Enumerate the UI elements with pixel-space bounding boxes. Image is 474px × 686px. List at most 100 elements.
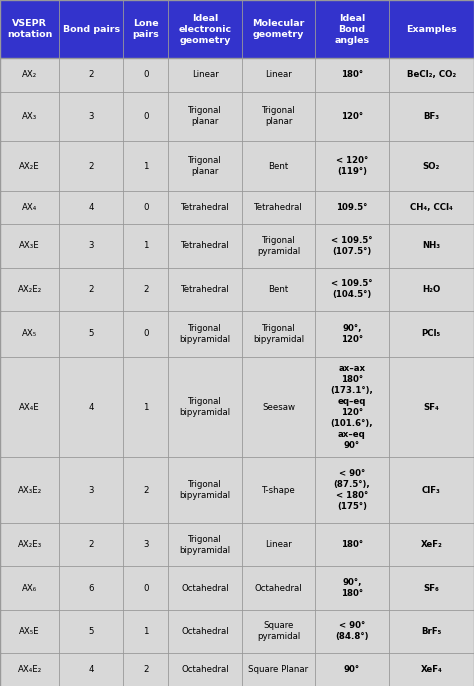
Text: 1: 1 bbox=[143, 403, 148, 412]
Text: Square
pyramidal: Square pyramidal bbox=[257, 621, 300, 641]
Text: Trigonal
bipyramidal: Trigonal bipyramidal bbox=[180, 535, 230, 555]
Text: 0: 0 bbox=[143, 329, 148, 338]
Text: Octahedral: Octahedral bbox=[181, 627, 229, 636]
Text: Linear: Linear bbox=[265, 541, 292, 549]
Bar bbox=[0, 91, 474, 141]
Text: Octahedral: Octahedral bbox=[255, 584, 302, 593]
Text: Tetrahedral: Tetrahedral bbox=[181, 203, 229, 212]
Text: AX₃: AX₃ bbox=[22, 112, 37, 121]
Text: 0: 0 bbox=[143, 71, 148, 80]
Text: 90°: 90° bbox=[344, 665, 360, 674]
Text: XeF₂: XeF₂ bbox=[420, 541, 442, 549]
Text: Molecular
geometry: Molecular geometry bbox=[252, 19, 305, 39]
Text: 2: 2 bbox=[89, 285, 94, 294]
Text: Tetrahedral: Tetrahedral bbox=[254, 203, 303, 212]
Text: Octahedral: Octahedral bbox=[181, 584, 229, 593]
Text: Trigonal
bipyramidal: Trigonal bipyramidal bbox=[180, 480, 230, 500]
Text: BrF₅: BrF₅ bbox=[421, 627, 441, 636]
Bar bbox=[0, 567, 474, 610]
Text: 5: 5 bbox=[89, 329, 94, 338]
Text: SF₄: SF₄ bbox=[423, 403, 439, 412]
Text: AX₄E₂: AX₄E₂ bbox=[18, 665, 42, 674]
Text: 2: 2 bbox=[89, 541, 94, 549]
Text: PCl₅: PCl₅ bbox=[422, 329, 441, 338]
Text: Trigonal
planar: Trigonal planar bbox=[188, 156, 222, 176]
Text: 2: 2 bbox=[143, 486, 148, 495]
Bar bbox=[0, 224, 474, 268]
Bar bbox=[0, 191, 474, 224]
Text: AX₂E: AX₂E bbox=[19, 162, 40, 171]
Text: AX₂E₃: AX₂E₃ bbox=[18, 541, 42, 549]
Bar bbox=[0, 523, 474, 567]
Text: < 120°
(119°): < 120° (119°) bbox=[336, 156, 368, 176]
Text: BeCl₂, CO₂: BeCl₂, CO₂ bbox=[407, 71, 456, 80]
Text: H₂O: H₂O bbox=[422, 285, 440, 294]
Text: SO₂: SO₂ bbox=[423, 162, 440, 171]
Text: AX₃E₂: AX₃E₂ bbox=[18, 486, 42, 495]
Text: AX₆: AX₆ bbox=[22, 584, 37, 593]
Text: Trigonal
bipyramidal: Trigonal bipyramidal bbox=[180, 324, 230, 344]
Text: Octahedral: Octahedral bbox=[181, 665, 229, 674]
Text: AX₅E: AX₅E bbox=[19, 627, 40, 636]
Text: 6: 6 bbox=[89, 584, 94, 593]
Text: 1: 1 bbox=[143, 162, 148, 171]
Text: 90°,
180°: 90°, 180° bbox=[341, 578, 363, 598]
Text: 4: 4 bbox=[89, 665, 94, 674]
Text: < 90°
(87.5°),
< 180°
(175°): < 90° (87.5°), < 180° (175°) bbox=[334, 469, 370, 511]
Text: 4: 4 bbox=[89, 403, 94, 412]
Text: 3: 3 bbox=[89, 112, 94, 121]
Text: 1: 1 bbox=[143, 627, 148, 636]
Text: AX₂: AX₂ bbox=[22, 71, 37, 80]
Text: 180°: 180° bbox=[341, 541, 363, 549]
Text: < 109.5°
(104.5°): < 109.5° (104.5°) bbox=[331, 279, 373, 299]
Text: AX₄E: AX₄E bbox=[19, 403, 40, 412]
Text: 2: 2 bbox=[143, 665, 148, 674]
Text: 0: 0 bbox=[143, 112, 148, 121]
Text: 2: 2 bbox=[89, 71, 94, 80]
Text: Trigonal
pyramidal: Trigonal pyramidal bbox=[257, 236, 300, 256]
Text: Trigonal
planar: Trigonal planar bbox=[262, 106, 295, 126]
Text: AX₅: AX₅ bbox=[22, 329, 37, 338]
Text: 1: 1 bbox=[143, 241, 148, 250]
Text: AX₂E₂: AX₂E₂ bbox=[18, 285, 42, 294]
Text: AX₃E: AX₃E bbox=[19, 241, 40, 250]
Text: Square Planar: Square Planar bbox=[248, 665, 309, 674]
Text: Examples: Examples bbox=[406, 25, 457, 34]
Text: 4: 4 bbox=[89, 203, 94, 212]
Text: 5: 5 bbox=[89, 627, 94, 636]
Text: 3: 3 bbox=[89, 241, 94, 250]
Text: 2: 2 bbox=[89, 162, 94, 171]
Text: 180°: 180° bbox=[341, 71, 363, 80]
Text: AX₄: AX₄ bbox=[22, 203, 37, 212]
Bar bbox=[0, 653, 474, 686]
Text: Trigonal
planar: Trigonal planar bbox=[188, 106, 222, 126]
Text: Ideal
electronic
geometry: Ideal electronic geometry bbox=[178, 14, 232, 45]
Text: Trigonal
bipyramidal: Trigonal bipyramidal bbox=[253, 324, 304, 344]
Text: Bent: Bent bbox=[268, 285, 289, 294]
Text: 120°: 120° bbox=[341, 112, 363, 121]
Text: SF₆: SF₆ bbox=[423, 584, 439, 593]
Text: T-shape: T-shape bbox=[262, 486, 295, 495]
Text: < 90°
(84.8°): < 90° (84.8°) bbox=[335, 621, 369, 641]
Text: Ideal
Bond
angles: Ideal Bond angles bbox=[334, 14, 370, 45]
Text: ClF₃: ClF₃ bbox=[422, 486, 441, 495]
Text: < 109.5°
(107.5°): < 109.5° (107.5°) bbox=[331, 236, 373, 256]
Text: Tetrahedral: Tetrahedral bbox=[181, 285, 229, 294]
Text: 0: 0 bbox=[143, 203, 148, 212]
Text: Bond pairs: Bond pairs bbox=[63, 25, 120, 34]
Bar bbox=[0, 58, 474, 91]
Text: 3: 3 bbox=[143, 541, 148, 549]
Bar bbox=[0, 610, 474, 653]
Text: NH₃: NH₃ bbox=[422, 241, 440, 250]
Text: VSEPR
notation: VSEPR notation bbox=[7, 19, 52, 39]
Text: XeF₄: XeF₄ bbox=[420, 665, 442, 674]
Text: Linear: Linear bbox=[265, 71, 292, 80]
Text: Seesaw: Seesaw bbox=[262, 403, 295, 412]
Bar bbox=[0, 457, 474, 523]
Text: ax–ax
180°
(173.1°),
eq–eq
120°
(101.6°),
ax–eq
90°: ax–ax 180° (173.1°), eq–eq 120° (101.6°)… bbox=[330, 364, 374, 451]
Bar bbox=[0, 268, 474, 311]
Text: 2: 2 bbox=[143, 285, 148, 294]
Bar bbox=[0, 0, 474, 58]
Bar bbox=[0, 357, 474, 457]
Text: Tetrahedral: Tetrahedral bbox=[181, 241, 229, 250]
